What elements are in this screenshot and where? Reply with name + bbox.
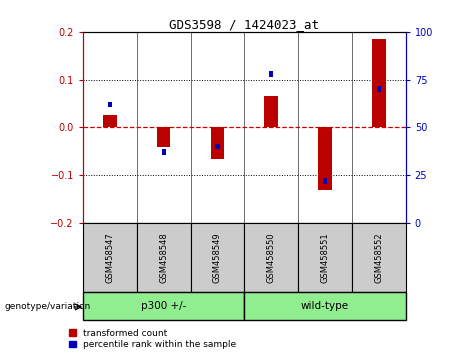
Title: GDS3598 / 1424023_at: GDS3598 / 1424023_at	[169, 18, 319, 31]
Bar	[372, 39, 385, 127]
Text: GSM458552: GSM458552	[374, 232, 383, 283]
Bar	[215, 144, 219, 149]
Legend: transformed count, percentile rank within the sample: transformed count, percentile rank withi…	[69, 329, 236, 349]
Bar	[352, 223, 406, 292]
Bar	[161, 149, 166, 155]
Text: GSM458550: GSM458550	[267, 232, 276, 283]
Text: genotype/variation: genotype/variation	[5, 302, 91, 312]
Bar	[137, 223, 190, 292]
Bar	[83, 292, 244, 320]
Bar	[157, 127, 171, 147]
Bar	[269, 71, 273, 77]
Text: GSM458551: GSM458551	[320, 232, 330, 283]
Text: GSM458547: GSM458547	[106, 232, 114, 283]
Bar	[108, 102, 112, 107]
Bar	[211, 127, 224, 159]
Text: p300 +/-: p300 +/-	[141, 301, 186, 311]
Bar	[377, 86, 381, 92]
Bar	[190, 223, 244, 292]
Bar	[265, 96, 278, 127]
Bar	[323, 178, 327, 184]
Text: wild-type: wild-type	[301, 301, 349, 311]
Bar	[244, 292, 406, 320]
Bar	[244, 223, 298, 292]
Bar	[298, 223, 352, 292]
Text: GSM458548: GSM458548	[159, 232, 168, 283]
Bar	[83, 223, 137, 292]
Bar	[103, 115, 117, 127]
Text: GSM458549: GSM458549	[213, 232, 222, 283]
Bar	[318, 127, 332, 190]
